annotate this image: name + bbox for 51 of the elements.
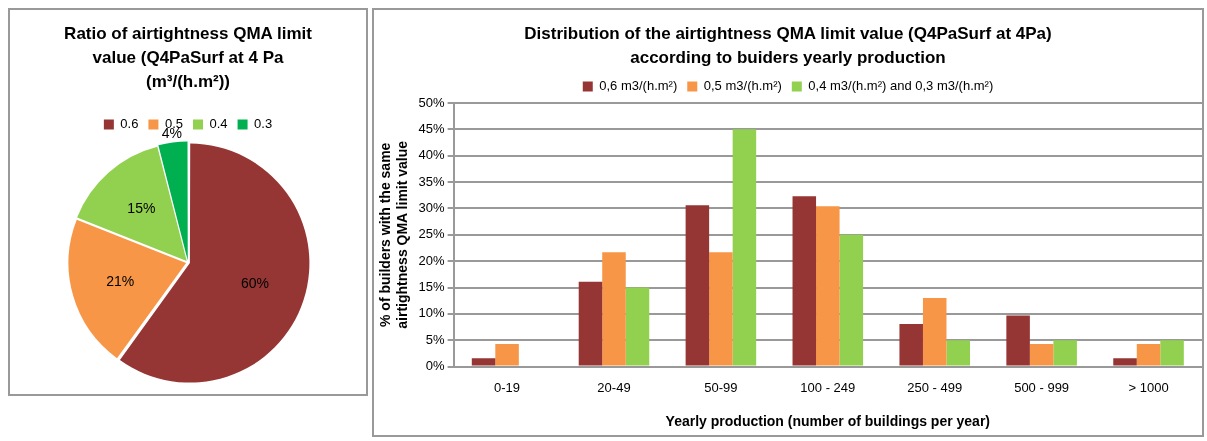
bar xyxy=(1053,340,1077,366)
bar xyxy=(1113,358,1137,366)
y-tick-label: 35% xyxy=(418,173,446,189)
x-tick-label: > 1000 xyxy=(1128,379,1169,395)
x-tick-label: 250 - 499 xyxy=(907,379,963,395)
bar xyxy=(578,281,603,366)
bar xyxy=(839,234,864,366)
x-axis-title: Yearly production (number of buildings per year) xyxy=(665,413,990,430)
x-tick-label: 500 - 999 xyxy=(1014,379,1070,395)
x-tick-label: 100 - 249 xyxy=(800,379,856,395)
data-label: 21% xyxy=(106,273,135,290)
bar xyxy=(625,287,650,366)
bar xyxy=(1029,343,1054,366)
y-tick-label: 25% xyxy=(418,226,446,242)
bar xyxy=(1160,340,1184,366)
chart-title: Ratio of airtightness QMA limit value (Q4PaSurf at 4 Pa (m³/(h.m²)) xyxy=(63,23,313,93)
bar xyxy=(792,196,817,366)
bar xyxy=(899,323,923,366)
legend-label: 0.6 xyxy=(120,116,139,132)
chart-title: Distribution of the airtightness QMA limit value (Q4PaSurf at 4Pa) according to buiders yearly production xyxy=(523,23,1053,69)
bar xyxy=(495,343,519,366)
legend-label: 0.4 xyxy=(209,116,228,132)
data-label: 15% xyxy=(127,200,156,217)
bar xyxy=(1136,343,1161,366)
legend-label: 0.3 xyxy=(254,116,273,132)
y-tick-label: 40% xyxy=(418,147,446,163)
y-axis-title: % of builders with the same airtightness QMA limit value xyxy=(377,140,411,329)
bar xyxy=(922,298,947,366)
legend-label: 0,4 m3/(h.m²) and 0,3 m3/(h.m²) xyxy=(808,78,994,94)
bar xyxy=(709,252,733,366)
y-tick-label: 0% xyxy=(425,358,446,374)
y-tick-label: 15% xyxy=(418,279,446,295)
x-tick-label: 50-99 xyxy=(704,379,738,395)
legend-label: 0,5 m3/(h.m²) xyxy=(703,78,782,94)
x-tick-label: 0-19 xyxy=(494,379,521,395)
y-tick-label: 10% xyxy=(418,305,446,321)
y-tick-label: 30% xyxy=(418,200,446,216)
y-tick-label: 45% xyxy=(418,120,446,136)
x-tick-label: 20-49 xyxy=(597,379,631,395)
bar xyxy=(602,252,626,366)
bar xyxy=(471,358,496,366)
bar xyxy=(732,129,757,366)
bar xyxy=(946,340,970,366)
y-tick-label: 5% xyxy=(425,331,446,347)
legend-label: 0,6 m3/(h.m²) xyxy=(599,78,678,94)
bar xyxy=(685,205,710,366)
y-tick-label: 50% xyxy=(418,94,446,110)
bar xyxy=(1006,315,1030,366)
y-tick-label: 20% xyxy=(418,252,446,268)
data-label: 60% xyxy=(241,275,270,292)
bar xyxy=(816,206,840,366)
